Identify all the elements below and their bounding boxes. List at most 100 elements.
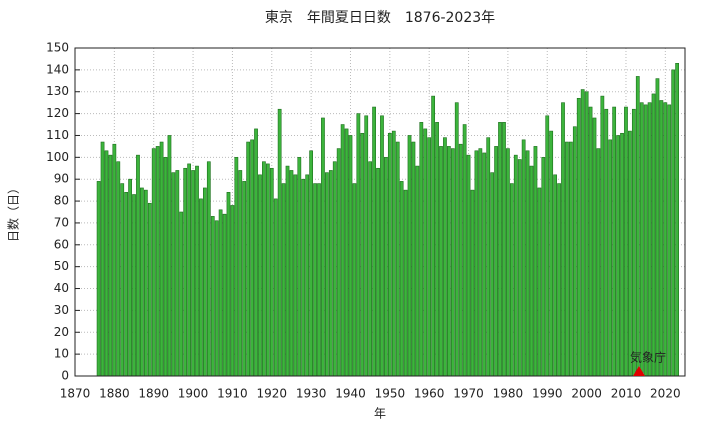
bar bbox=[328, 170, 333, 377]
bar bbox=[521, 139, 526, 377]
marker-triangle bbox=[633, 366, 645, 376]
bar bbox=[572, 126, 577, 377]
bar bbox=[116, 161, 121, 377]
bar bbox=[195, 165, 199, 377]
bar bbox=[545, 115, 550, 377]
bar bbox=[486, 137, 491, 377]
bar bbox=[250, 139, 254, 377]
bar bbox=[321, 117, 325, 377]
bar bbox=[498, 122, 502, 377]
bar bbox=[317, 183, 321, 377]
bar bbox=[132, 194, 136, 377]
x-tick-label: 1880 bbox=[99, 387, 130, 401]
y-tick-label: 100 bbox=[46, 150, 69, 164]
bar bbox=[238, 170, 243, 377]
bar bbox=[364, 115, 369, 377]
bar bbox=[242, 181, 247, 377]
bar bbox=[557, 183, 561, 377]
bar bbox=[490, 172, 495, 377]
bar bbox=[541, 157, 546, 377]
bar bbox=[435, 122, 439, 377]
y-tick-label: 40 bbox=[54, 281, 69, 295]
x-tick-label: 2020 bbox=[650, 387, 681, 401]
x-tick-label: 1970 bbox=[453, 387, 484, 401]
bar bbox=[191, 170, 195, 377]
bar bbox=[175, 170, 180, 377]
bar bbox=[226, 192, 231, 377]
bar bbox=[616, 135, 620, 377]
x-tick-label: 1920 bbox=[257, 387, 288, 401]
bar bbox=[553, 174, 558, 377]
bar bbox=[584, 91, 589, 377]
bar bbox=[183, 167, 188, 377]
bar bbox=[120, 183, 125, 377]
bar bbox=[600, 95, 605, 377]
bar bbox=[659, 100, 664, 377]
bar bbox=[391, 130, 396, 377]
bar bbox=[655, 78, 660, 377]
y-tick-label: 10 bbox=[54, 347, 69, 361]
bar bbox=[277, 108, 282, 377]
x-tick-label: 2010 bbox=[611, 387, 642, 401]
bar bbox=[348, 135, 353, 377]
bar bbox=[568, 141, 573, 377]
bar bbox=[443, 137, 447, 377]
bar bbox=[336, 148, 341, 377]
bar bbox=[439, 146, 443, 377]
bar bbox=[206, 161, 211, 377]
bar bbox=[104, 150, 109, 377]
y-tick-label: 60 bbox=[54, 237, 69, 251]
bar bbox=[620, 132, 624, 377]
bar bbox=[663, 102, 668, 377]
bar bbox=[533, 146, 538, 377]
y-tick-label: 80 bbox=[54, 194, 69, 208]
bar bbox=[273, 198, 278, 377]
bar bbox=[478, 148, 483, 377]
bar bbox=[199, 198, 203, 377]
bar bbox=[124, 192, 129, 377]
x-tick-label: 1930 bbox=[296, 387, 327, 401]
bar bbox=[450, 148, 455, 377]
bar bbox=[608, 139, 613, 377]
bar bbox=[128, 178, 132, 377]
plot-frame bbox=[74, 47, 686, 377]
y-tick-label: 90 bbox=[54, 172, 69, 186]
bar bbox=[258, 174, 262, 377]
bar bbox=[360, 132, 365, 377]
bar bbox=[624, 106, 628, 377]
bar bbox=[407, 135, 412, 377]
bar bbox=[502, 122, 506, 377]
bar bbox=[411, 141, 416, 377]
bar bbox=[419, 122, 424, 377]
bar bbox=[262, 161, 266, 377]
bar bbox=[651, 93, 656, 377]
bar bbox=[458, 143, 463, 377]
bar bbox=[254, 128, 258, 377]
bar bbox=[423, 128, 428, 377]
bar bbox=[352, 183, 357, 377]
bar bbox=[163, 157, 168, 377]
bar bbox=[187, 163, 192, 377]
bar bbox=[147, 202, 152, 377]
bar bbox=[218, 209, 223, 377]
bar bbox=[427, 137, 432, 377]
bar bbox=[675, 63, 680, 377]
bar bbox=[167, 135, 172, 377]
bar bbox=[246, 141, 251, 377]
bar bbox=[281, 183, 286, 377]
bar bbox=[639, 102, 644, 377]
bar bbox=[525, 150, 530, 377]
bar bbox=[368, 161, 373, 377]
bar bbox=[431, 95, 436, 377]
bar bbox=[293, 174, 298, 377]
bar bbox=[376, 167, 380, 377]
bar bbox=[285, 165, 290, 377]
chart-title: 東京 年間夏日日数 1876-2023年 bbox=[265, 10, 495, 26]
bar bbox=[356, 113, 361, 377]
x-tick-label: 1900 bbox=[178, 387, 209, 401]
bar bbox=[643, 104, 648, 377]
bar bbox=[143, 189, 148, 377]
bar bbox=[380, 115, 384, 377]
y-tick-label: 120 bbox=[46, 106, 69, 120]
y-tick-label: 50 bbox=[54, 259, 69, 273]
